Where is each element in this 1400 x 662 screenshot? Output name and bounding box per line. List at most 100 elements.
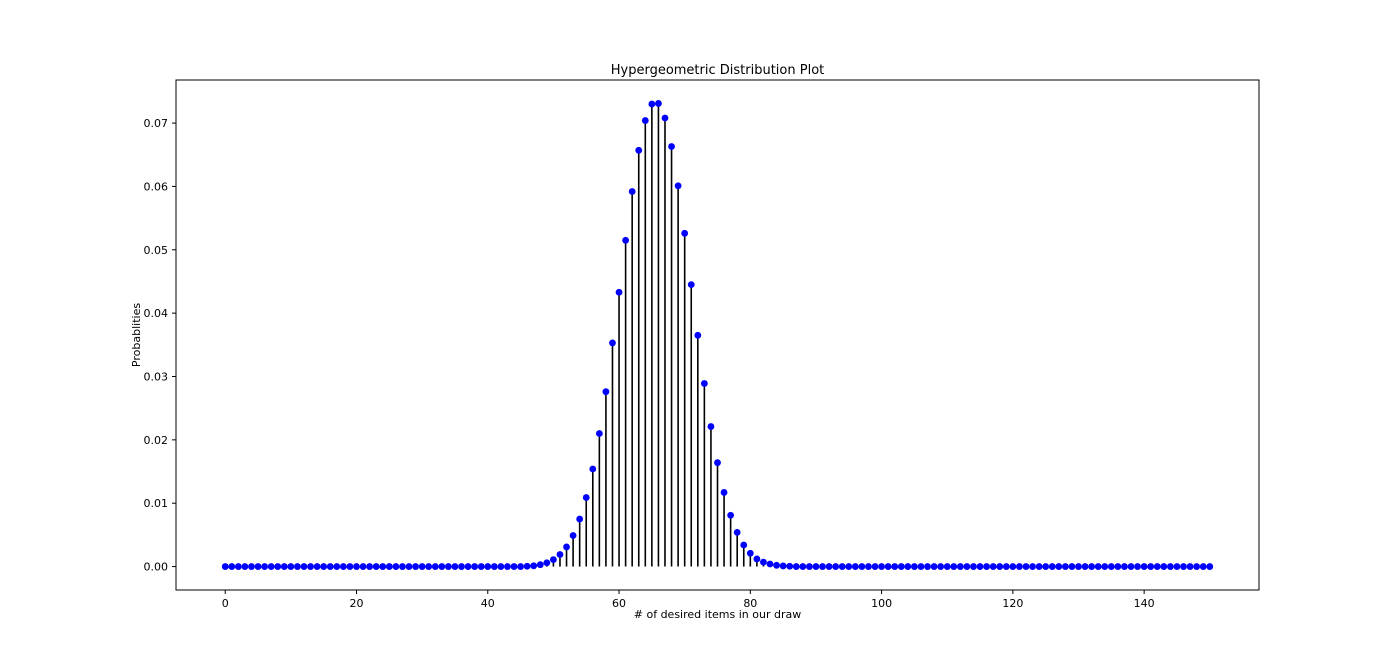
x-tick-label: 140: [1134, 597, 1155, 610]
y-tick-label: 0.01: [144, 497, 169, 510]
data-point: [1042, 563, 1050, 570]
data-point: [641, 117, 649, 124]
data-point: [884, 563, 892, 570]
data-point: [917, 563, 925, 570]
data-point: [1147, 563, 1155, 570]
data-point: [444, 563, 452, 570]
data-point: [720, 489, 728, 496]
data-point: [1048, 563, 1056, 570]
data-point: [792, 563, 800, 570]
data-point: [576, 515, 584, 523]
plot-content: [221, 100, 1214, 570]
data-point: [733, 528, 741, 536]
data-point: [1199, 563, 1207, 570]
data-point: [661, 114, 669, 122]
data-point: [812, 563, 820, 570]
data-point: [963, 563, 971, 570]
data-point: [261, 563, 269, 570]
data-point: [943, 563, 951, 570]
data-point: [950, 563, 958, 570]
data-point: [760, 558, 767, 566]
x-tick-label: 60: [612, 597, 626, 610]
data-point: [970, 563, 977, 570]
data-point: [996, 563, 1004, 570]
data-point: [582, 494, 590, 501]
data-point: [1121, 563, 1128, 570]
data-point: [924, 563, 931, 570]
data-point: [550, 556, 557, 563]
y-tick-label: 0.07: [144, 117, 169, 130]
data-point: [589, 465, 597, 473]
data-point: [1075, 563, 1082, 570]
data-point: [871, 563, 879, 570]
data-point: [458, 563, 465, 570]
y-tick-label: 0.05: [144, 244, 169, 257]
data-point: [254, 563, 262, 570]
data-point: [1022, 563, 1030, 570]
data-point: [1173, 563, 1181, 570]
data-point: [668, 143, 675, 150]
data-point: [1081, 563, 1089, 570]
data-point: [622, 236, 630, 244]
data-point: [753, 555, 761, 563]
data-point: [320, 563, 328, 570]
data-point: [615, 288, 623, 296]
data-point: [464, 563, 472, 570]
data-point: [602, 388, 610, 396]
data-point: [569, 532, 577, 539]
data-point: [687, 281, 695, 289]
x-tick-label: 0: [222, 597, 229, 610]
y-tick-label: 0.03: [144, 370, 169, 383]
data-point: [543, 559, 551, 567]
data-point: [438, 563, 446, 570]
data-point: [891, 563, 899, 570]
data-point: [1127, 563, 1135, 570]
data-point: [1061, 563, 1069, 570]
y-tick-label: 0.00: [144, 561, 169, 574]
data-point: [858, 563, 866, 570]
data-point: [727, 511, 735, 519]
data-point: [517, 563, 524, 570]
data-point: [595, 430, 603, 437]
data-point: [372, 563, 380, 570]
data-point: [1160, 563, 1168, 570]
data-point: [366, 563, 374, 570]
data-point: [897, 563, 905, 570]
data-point: [707, 423, 715, 430]
data-point: [287, 563, 295, 570]
data-point: [700, 380, 708, 387]
data-point: [405, 563, 413, 570]
data-point: [1094, 563, 1102, 570]
data-point: [681, 229, 689, 237]
data-point: [510, 563, 518, 570]
data-point: [655, 100, 662, 107]
data-point: [490, 563, 498, 570]
data-point: [825, 563, 833, 570]
x-tick-label: 40: [481, 597, 495, 610]
data-point: [1016, 563, 1023, 570]
data-point: [956, 563, 964, 570]
plot-frame: [175, 79, 1260, 591]
data-point: [1153, 563, 1161, 570]
data-point: [838, 563, 846, 570]
y-axis: 0.00 0.01 0.02 0.03 0.04 0.05 0.06 0.07: [144, 117, 176, 574]
data-point: [1029, 563, 1036, 570]
data-point: [694, 331, 702, 339]
data-point: [234, 563, 242, 570]
data-point: [799, 563, 807, 570]
data-point: [267, 563, 275, 570]
data-point: [989, 563, 997, 570]
data-point: [1166, 563, 1174, 570]
data-point: [1140, 563, 1148, 570]
x-axis-label: # of desired items in our draw: [634, 608, 801, 621]
data-point: [845, 563, 853, 570]
chart-title: Hypergeometric Distribution Plot: [611, 63, 825, 78]
y-axis-label: Probablities: [130, 303, 143, 367]
data-point: [504, 563, 511, 570]
data-point: [1009, 563, 1017, 570]
data-point: [497, 563, 505, 570]
data-point: [484, 563, 492, 570]
data-point: [819, 563, 826, 570]
